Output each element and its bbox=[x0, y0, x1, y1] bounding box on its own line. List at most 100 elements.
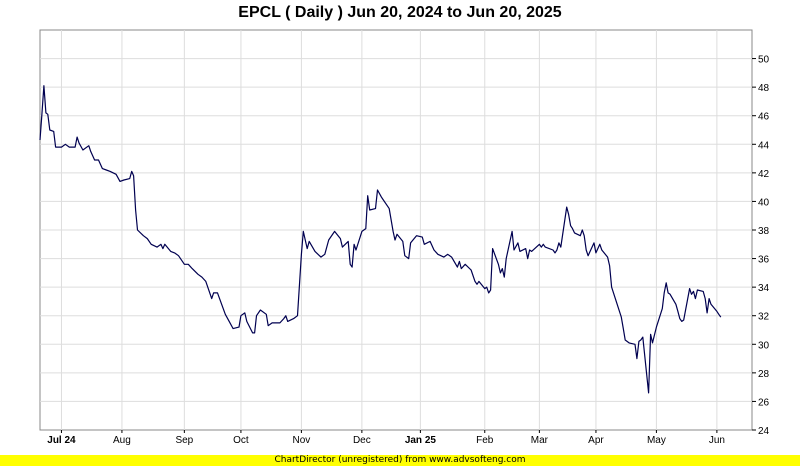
data-point bbox=[565, 206, 568, 209]
data-point bbox=[216, 291, 219, 294]
data-point bbox=[339, 237, 342, 240]
data-point bbox=[641, 336, 644, 339]
y-tick-label: 46 bbox=[758, 112, 770, 123]
data-point bbox=[210, 297, 213, 300]
data-point bbox=[142, 234, 145, 237]
data-point bbox=[284, 314, 287, 317]
data-point bbox=[583, 234, 586, 237]
y-tick-label: 30 bbox=[758, 340, 770, 351]
data-point bbox=[497, 263, 500, 266]
data-point bbox=[518, 250, 521, 253]
data-point bbox=[530, 250, 533, 253]
data-point bbox=[491, 247, 494, 250]
data-point bbox=[323, 253, 326, 256]
data-point bbox=[355, 249, 358, 252]
data-point bbox=[464, 263, 467, 266]
y-tick-label: 28 bbox=[758, 369, 770, 380]
data-point bbox=[458, 260, 461, 263]
data-point bbox=[719, 316, 722, 319]
data-point bbox=[676, 310, 679, 313]
data-point bbox=[554, 251, 557, 254]
data-point bbox=[308, 240, 311, 243]
data-point bbox=[76, 136, 79, 139]
data-point bbox=[97, 159, 100, 162]
data-point bbox=[87, 144, 90, 147]
data-point bbox=[524, 247, 527, 250]
x-tick-label: Jun bbox=[709, 435, 725, 446]
data-point bbox=[612, 291, 615, 294]
data-point bbox=[136, 229, 139, 232]
data-point bbox=[364, 227, 367, 230]
data-point bbox=[366, 194, 369, 197]
data-point bbox=[501, 267, 504, 270]
data-point bbox=[421, 236, 424, 239]
data-point bbox=[487, 291, 490, 294]
data-point bbox=[538, 243, 541, 246]
data-point bbox=[470, 269, 473, 272]
data-point bbox=[267, 324, 270, 327]
data-point bbox=[173, 251, 176, 254]
data-point bbox=[119, 180, 122, 183]
data-point bbox=[450, 256, 453, 259]
data-point bbox=[647, 391, 650, 394]
data-point bbox=[710, 303, 713, 306]
data-point bbox=[674, 303, 677, 306]
chart-title: EPCL ( Daily ) Jun 20, 2024 to Jun 20, 2… bbox=[238, 4, 562, 21]
data-point bbox=[516, 241, 519, 244]
data-point bbox=[557, 241, 560, 244]
data-point bbox=[183, 263, 186, 266]
data-point bbox=[649, 333, 652, 336]
data-point bbox=[228, 320, 231, 323]
y-tick-label: 26 bbox=[758, 397, 770, 408]
data-point bbox=[715, 310, 718, 313]
footer-banner: ChartDirector (unregistered) from www.ad… bbox=[0, 455, 800, 466]
data-point bbox=[503, 276, 506, 279]
y-tick-label: 34 bbox=[758, 283, 770, 294]
data-point bbox=[682, 319, 685, 322]
data-point bbox=[204, 280, 207, 283]
data-point bbox=[567, 213, 570, 216]
data-point bbox=[669, 293, 672, 296]
data-point bbox=[163, 243, 166, 246]
data-point bbox=[374, 207, 377, 210]
data-point bbox=[380, 196, 383, 199]
data-point bbox=[704, 297, 707, 300]
data-point bbox=[376, 189, 379, 192]
data-point bbox=[696, 289, 699, 292]
data-point bbox=[678, 317, 681, 320]
data-point bbox=[161, 247, 164, 250]
data-point bbox=[600, 249, 603, 252]
y-tick-label: 48 bbox=[758, 83, 770, 94]
x-tick-label: Sep bbox=[175, 435, 193, 446]
data-point bbox=[690, 293, 693, 296]
data-point bbox=[706, 311, 709, 314]
data-point bbox=[93, 159, 96, 162]
y-tick-label: 38 bbox=[758, 226, 770, 237]
data-point bbox=[169, 250, 172, 253]
data-point bbox=[42, 84, 45, 87]
data-point bbox=[581, 229, 584, 232]
y-tick-label: 44 bbox=[758, 140, 770, 151]
data-point bbox=[559, 246, 562, 249]
data-point bbox=[694, 297, 697, 300]
price-line bbox=[39, 85, 722, 394]
data-point bbox=[353, 243, 356, 246]
data-point bbox=[132, 174, 135, 177]
data-point bbox=[156, 246, 159, 249]
data-point bbox=[526, 257, 529, 260]
data-point bbox=[243, 311, 246, 314]
data-point bbox=[146, 237, 149, 240]
data-point bbox=[253, 331, 256, 334]
data-point bbox=[265, 313, 268, 316]
data-point bbox=[661, 307, 664, 310]
data-point bbox=[394, 239, 397, 242]
data-point bbox=[476, 283, 479, 286]
data-point bbox=[651, 341, 654, 344]
x-tick-label: Oct bbox=[233, 435, 249, 446]
data-point bbox=[692, 290, 695, 293]
data-point bbox=[212, 291, 215, 294]
y-axis-ticks: 24 26 28 30 32 34 36 38 40 42 44 46 48 50 bbox=[752, 55, 770, 437]
data-point bbox=[573, 231, 576, 234]
data-point bbox=[368, 209, 371, 212]
data-point bbox=[81, 149, 84, 152]
